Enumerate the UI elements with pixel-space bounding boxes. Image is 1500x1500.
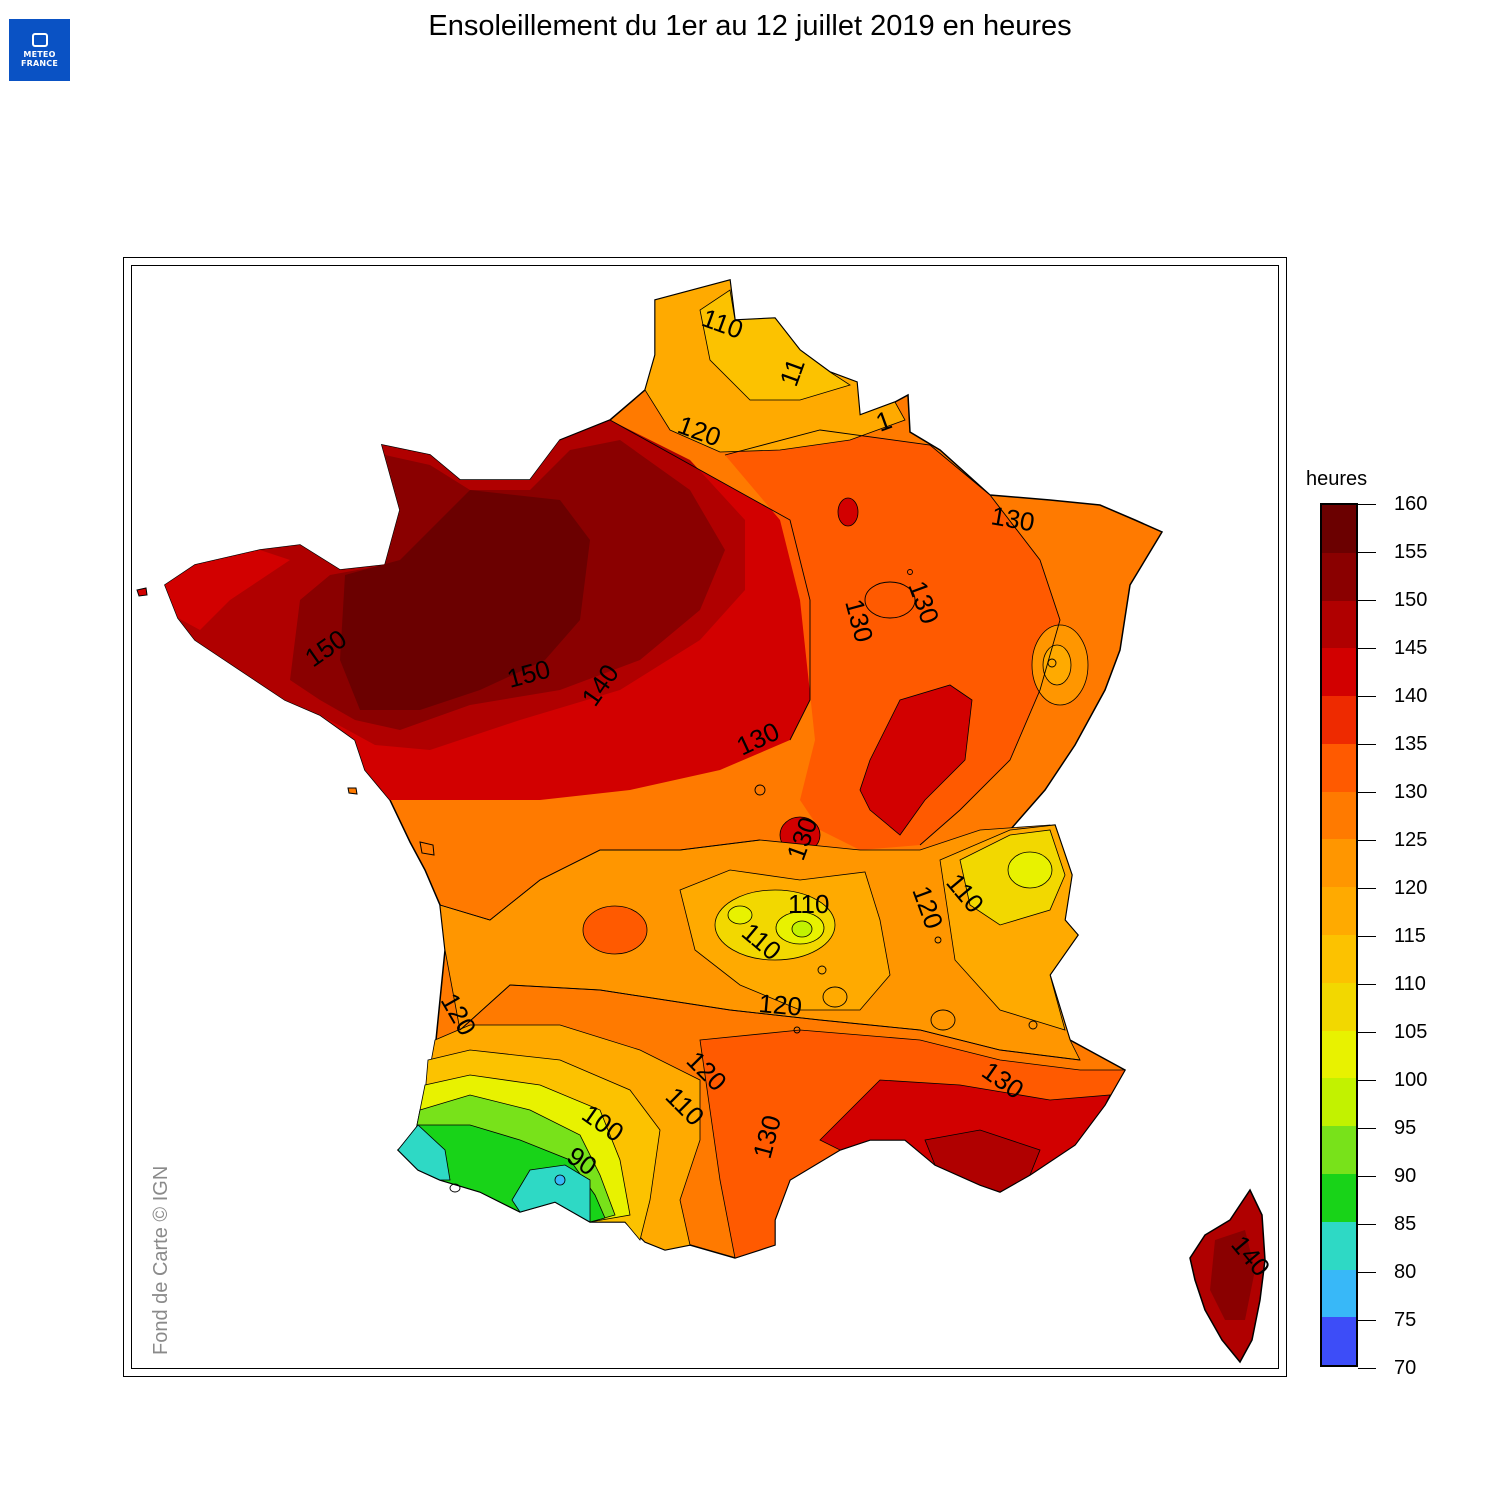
legend-tick xyxy=(1358,936,1376,937)
legend-color-swatch xyxy=(1322,887,1356,936)
patch-sw-75 xyxy=(554,1174,566,1186)
legend-color-swatch xyxy=(1322,1221,1356,1270)
legend-label: 140 xyxy=(1394,685,1428,707)
legend-label: 150 xyxy=(1394,589,1428,611)
legend-color-swatch xyxy=(1322,696,1356,744)
contour-label: 110 xyxy=(788,889,829,919)
legend-tick xyxy=(1358,1128,1376,1129)
legend-tick xyxy=(1358,888,1376,889)
logo-mark-icon xyxy=(31,32,48,47)
legend-label: 130 xyxy=(1394,781,1428,803)
legend-tick xyxy=(1358,1224,1376,1225)
legend-label: 70 xyxy=(1394,1357,1417,1379)
legend-tick xyxy=(1358,1080,1376,1081)
contour-label: 120 xyxy=(757,988,803,1022)
patch-centre-west-105 xyxy=(727,905,753,925)
legend-color-swatch xyxy=(1322,982,1356,1031)
island-2 xyxy=(347,787,358,795)
legend-tick xyxy=(1358,792,1376,793)
legend-label: 110 xyxy=(1394,973,1426,995)
legend-color-swatch xyxy=(1322,935,1356,983)
legend-tick xyxy=(1358,648,1376,649)
legend-color-swatch xyxy=(1322,1126,1356,1174)
map-title: Ensoleillement du 1er au 12 juillet 2019… xyxy=(428,10,1072,42)
legend-color-swatch xyxy=(1322,552,1356,601)
legend-tick xyxy=(1358,984,1376,985)
band-130-east xyxy=(725,430,1060,850)
legend-label: 125 xyxy=(1394,829,1428,851)
legend-color-swatch xyxy=(1322,1030,1356,1079)
legend-label: 105 xyxy=(1394,1021,1428,1043)
legend-tick xyxy=(1358,1176,1376,1177)
legend-color-swatch xyxy=(1322,839,1356,888)
brittany-tip xyxy=(165,550,290,630)
map-frame-outer xyxy=(123,257,1287,1377)
patch-sw-80-pyrenees xyxy=(511,1164,591,1223)
band-provence-145 xyxy=(924,1129,1041,1193)
legend-tick xyxy=(1358,600,1376,601)
legend-tick xyxy=(1358,1272,1376,1273)
legend-color-swatch xyxy=(1322,1078,1356,1127)
patch-aquitaine-130 xyxy=(582,905,648,955)
legend-label: 135 xyxy=(1394,733,1428,755)
legend-label: 75 xyxy=(1394,1309,1417,1331)
legend-label: 145 xyxy=(1394,637,1428,659)
band-north-110 xyxy=(699,289,851,401)
legend-color-swatch xyxy=(1322,1173,1356,1222)
patch-east-140 xyxy=(859,684,973,836)
legend-label: 80 xyxy=(1394,1261,1417,1283)
legend-color-swatch xyxy=(1322,600,1356,649)
legend-colorbar xyxy=(1320,503,1358,1367)
meteo-france-logo: METEO FRANCE xyxy=(9,19,70,81)
legend-color-swatch xyxy=(1322,791,1356,840)
island-1 xyxy=(136,587,148,597)
band-155 xyxy=(340,490,590,710)
map-frame-inner xyxy=(131,265,1279,1369)
legend-tick xyxy=(1358,1368,1376,1369)
corsica-core xyxy=(1210,1230,1255,1320)
legend-color-swatch xyxy=(1322,1269,1356,1318)
contour-label: 130 xyxy=(989,500,1037,537)
legend-label: 115 xyxy=(1394,925,1426,947)
legend-tick xyxy=(1358,744,1376,745)
legend-tick xyxy=(1358,696,1376,697)
legend-color-swatch xyxy=(1322,1317,1356,1366)
legend-title: heures xyxy=(1306,468,1368,490)
legend-tick xyxy=(1358,840,1376,841)
island-3 xyxy=(419,841,435,856)
contour-lines xyxy=(439,419,1081,1193)
legend-tick xyxy=(1358,504,1376,505)
legend-tick xyxy=(1358,1032,1376,1033)
legend-label: 90 xyxy=(1394,1165,1417,1187)
legend-label: 100 xyxy=(1394,1069,1428,1091)
legend-label: 95 xyxy=(1394,1117,1417,1139)
patch-north-140 xyxy=(837,497,859,527)
patch-alps-105 xyxy=(1007,851,1053,889)
map-credit: Fond de Carte © IGN xyxy=(150,1165,172,1355)
legend-color-swatch xyxy=(1322,648,1356,697)
legend-tick xyxy=(1358,1320,1376,1321)
legend-label: 120 xyxy=(1394,877,1428,899)
logo-text: METEO FRANCE xyxy=(20,49,59,68)
legend-label: 85 xyxy=(1394,1213,1417,1235)
legend-tick xyxy=(1358,552,1376,553)
patch-centre-100 xyxy=(791,920,813,938)
patch-sw-80-west xyxy=(397,1124,451,1181)
legend-label: 155 xyxy=(1394,541,1428,563)
legend-label: 160 xyxy=(1394,493,1428,515)
legend-color-swatch xyxy=(1322,743,1356,792)
legend-color-swatch xyxy=(1322,505,1356,553)
